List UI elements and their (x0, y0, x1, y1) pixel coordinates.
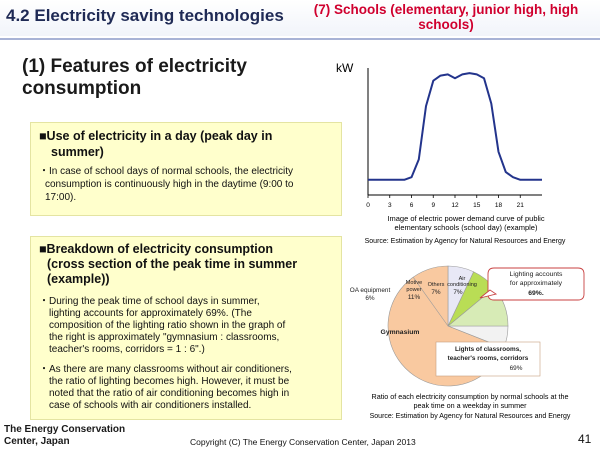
breakdown-title-1: ■Breakdown of electricity consumption (39, 242, 273, 256)
pie-label-gymnasium: Gymnasium (381, 329, 420, 336)
x-tick-label: 18 (495, 202, 503, 209)
pie-label-motive-pct: 11% (408, 294, 421, 301)
section-title: (1) Features of electricity consumption (22, 56, 247, 99)
pie-caption-2: peak time on a weekday in summer (413, 400, 527, 410)
slide-title: 4.2 Electricity saving technologies (6, 6, 284, 25)
breakdown-title-3: (example)) (47, 272, 110, 286)
gymnasium-divider (412, 276, 449, 327)
classrooms-label-2: teacher's rooms, corridors (448, 355, 529, 362)
daily-use-bullet-2: consumption is continuously high in the … (45, 179, 294, 190)
breakdown-title-2: (cross section of the peak time in summe… (47, 257, 298, 271)
breakdown-b2-3: noted that the ratio of air conditioning… (49, 388, 290, 399)
breakdown-box: ■Breakdown of electricity consumption (c… (30, 236, 342, 420)
lighting-callout-pointer (479, 289, 498, 299)
pie-label-others-pct: 7% (431, 289, 441, 296)
pie-label-motive-2: power (406, 287, 421, 293)
daily-use-bullet-3: 17:00). (45, 192, 77, 203)
pie-source: Source: Estimation by Agency for Natural… (369, 413, 571, 420)
demand-curve-line (368, 72, 542, 181)
header-band (0, 0, 600, 36)
footer-org-2: Center, Japan (4, 435, 70, 447)
classrooms-label-1: Lights of classrooms, (455, 346, 521, 353)
daily-use-title-2: summer) (51, 145, 104, 159)
demand-curve-chart: 0 3 6 9 12 15 18 21 (366, 68, 542, 209)
demand-curve-source: Source: Estimation by Agency for Natural… (364, 238, 566, 245)
footer-copyright: Copyright (C) The Energy Conservation Ce… (190, 437, 416, 447)
slide-subtitle: (7) Schools (elementary, junior high, hi… (313, 2, 579, 32)
classrooms-label-box (435, 341, 541, 377)
daily-use-bullet-1: ・In case of school days of normal school… (39, 166, 294, 177)
x-tick-label: 6 (410, 202, 414, 209)
x-tick-label: 9 (431, 202, 435, 209)
demand-curve-caption: Image of electric power demand curve of … (356, 214, 576, 232)
x-tick-label: 12 (451, 202, 459, 209)
x-tick-label: 3 (388, 202, 392, 209)
consumption-pie-chart: OA equipment6%Motivepower11%Others7%Airc… (350, 265, 585, 387)
pie-label-air-1: Air (459, 276, 466, 282)
pie-label-air-pct: 7% (453, 289, 463, 296)
header-divider (0, 38, 600, 40)
footer-organization: The Energy Conservation Center, Japan (4, 424, 125, 447)
breakdown-b1-1: ・During the peak time of school days in … (39, 296, 260, 307)
breakdown-b1-4: the right is approximately "gymnasium : … (49, 332, 280, 343)
demand-curve-caption-1: Image of electric power demand curve of … (387, 214, 545, 223)
footer-org-1: The Energy Conservation (4, 424, 126, 435)
classrooms-label-3: 69% (510, 365, 523, 372)
x-tick-label: 21 (517, 202, 525, 209)
breakdown-b1-2: lighting accounts for approximately 69%.… (49, 308, 252, 319)
pie-label-air-2: conditioning (447, 282, 477, 288)
lighting-callout-2: for approximately (510, 280, 563, 287)
page-number: 41 (578, 432, 592, 446)
y-axis-label: kW (336, 61, 354, 75)
pie-label-oa: OA equipment (350, 287, 391, 294)
breakdown-b2-1: ・As there are many classrooms without ai… (39, 364, 292, 375)
breakdown-b1-5: teacher's rooms, corridors = 1 : 6".) (49, 344, 205, 355)
daily-use-title-1: ■Use of electricity in a day (peak day i… (39, 129, 273, 143)
x-tick-label: 0 (366, 202, 370, 209)
pie-caption-1: Ratio of each electricity consumption by… (371, 392, 569, 401)
breakdown-b2-2: the ratio of lighting becomes high. Howe… (49, 376, 290, 387)
lighting-callout-box (487, 267, 585, 301)
x-tick-label: 15 (473, 202, 481, 209)
daily-use-box: ■Use of electricity in a day (peak day i… (30, 122, 342, 216)
breakdown-b1-3: composition of the lighting ratio shown … (49, 320, 286, 331)
breakdown-b2-4: case of schools with air conditioners in… (49, 400, 252, 411)
demand-curve-caption-2: elementary schools (school day) (example… (394, 223, 538, 232)
pie-caption: Ratio of each electricity consumption by… (352, 392, 588, 410)
pie-label-oa-pct: 6% (365, 295, 375, 302)
pie-label-motive-1: Motive (406, 280, 422, 286)
pie-label-others: Others (428, 282, 445, 288)
lighting-callout-1: Lighting accounts (510, 271, 564, 278)
lighting-callout-3: 69%. (528, 290, 544, 297)
